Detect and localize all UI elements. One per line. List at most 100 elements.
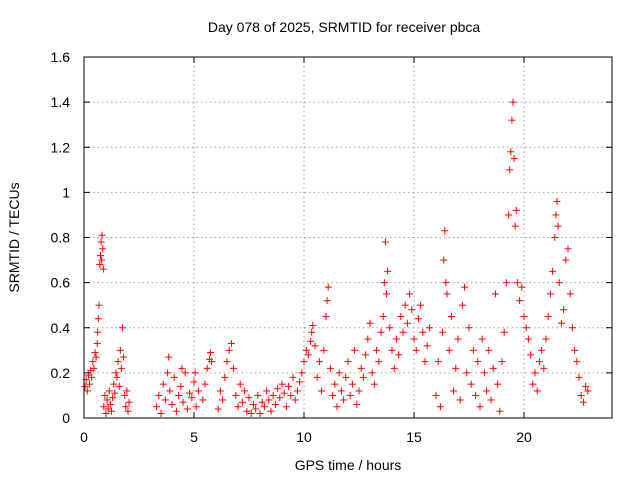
data-point bbox=[278, 380, 286, 388]
data-point bbox=[474, 358, 482, 366]
data-point bbox=[157, 409, 165, 417]
data-point bbox=[258, 398, 266, 406]
data-point bbox=[98, 231, 106, 239]
data-point bbox=[188, 394, 196, 402]
data-point bbox=[313, 373, 321, 381]
data-point bbox=[263, 387, 271, 395]
x-tick-label: 5 bbox=[190, 429, 198, 445]
data-point bbox=[243, 407, 251, 415]
data-point bbox=[260, 403, 268, 411]
data-point bbox=[518, 283, 526, 291]
data-point bbox=[513, 279, 521, 287]
data-point bbox=[469, 346, 477, 354]
data-point bbox=[179, 398, 187, 406]
data-point bbox=[101, 391, 109, 399]
data-point bbox=[509, 98, 517, 106]
data-point bbox=[476, 403, 484, 411]
data-point bbox=[335, 369, 343, 377]
data-point bbox=[322, 312, 330, 320]
data-point bbox=[340, 396, 348, 404]
data-point bbox=[172, 407, 180, 415]
data-point bbox=[214, 405, 222, 413]
data-point bbox=[247, 409, 255, 417]
data-point bbox=[94, 315, 102, 323]
data-point bbox=[573, 358, 581, 366]
data-point bbox=[232, 391, 240, 399]
data-point bbox=[89, 358, 97, 366]
data-point bbox=[465, 324, 473, 332]
data-point bbox=[553, 197, 561, 205]
data-point bbox=[417, 301, 425, 309]
data-point bbox=[498, 358, 506, 366]
data-point bbox=[395, 351, 403, 359]
axis-ticks bbox=[83, 56, 612, 419]
data-point bbox=[108, 407, 115, 415]
data-point bbox=[183, 405, 191, 413]
data-point bbox=[368, 369, 376, 377]
data-point bbox=[373, 346, 381, 354]
data-point bbox=[408, 306, 416, 314]
data-point bbox=[307, 337, 315, 345]
data-point bbox=[123, 387, 131, 395]
data-point bbox=[359, 373, 367, 381]
data-point bbox=[544, 312, 552, 320]
x-tick-label: 15 bbox=[406, 429, 422, 445]
y-tick-label: 1.4 bbox=[51, 94, 71, 110]
data-point bbox=[91, 349, 99, 357]
data-point bbox=[540, 364, 548, 372]
data-point bbox=[252, 405, 260, 413]
data-point bbox=[529, 380, 537, 388]
data-point bbox=[489, 364, 497, 372]
data-point bbox=[434, 358, 442, 366]
data-point bbox=[442, 279, 450, 287]
data-point bbox=[194, 387, 202, 395]
data-point bbox=[271, 400, 279, 408]
data-point bbox=[236, 380, 244, 388]
data-point bbox=[331, 380, 339, 388]
y-axis-label: SRMTID / TECUs bbox=[6, 182, 22, 292]
data-point bbox=[549, 267, 557, 275]
data-point bbox=[241, 387, 249, 395]
data-point bbox=[410, 335, 418, 343]
data-point bbox=[344, 358, 352, 366]
data-point bbox=[491, 290, 499, 298]
data-point bbox=[192, 403, 200, 411]
data-point bbox=[234, 403, 242, 411]
data-point bbox=[496, 407, 504, 415]
data-point bbox=[381, 238, 389, 246]
data-point bbox=[124, 407, 132, 415]
data-point bbox=[467, 380, 475, 388]
data-point bbox=[432, 391, 440, 399]
data-point bbox=[103, 396, 111, 404]
data-point bbox=[276, 394, 284, 402]
data-point bbox=[102, 409, 110, 417]
y-tick-label: 1 bbox=[62, 184, 70, 200]
data-point bbox=[88, 373, 96, 381]
data-point bbox=[113, 373, 121, 381]
data-point bbox=[99, 265, 107, 273]
data-point bbox=[155, 391, 163, 399]
data-point bbox=[571, 346, 579, 354]
data-point bbox=[502, 279, 510, 287]
data-point bbox=[249, 400, 257, 408]
data-point bbox=[181, 369, 189, 377]
data-point bbox=[112, 369, 120, 377]
data-point bbox=[177, 382, 185, 390]
data-point bbox=[505, 211, 513, 219]
data-point bbox=[93, 340, 101, 348]
data-point bbox=[531, 369, 539, 377]
data-point bbox=[535, 358, 543, 366]
data-point bbox=[447, 312, 455, 320]
data-point bbox=[274, 385, 282, 393]
data-point bbox=[512, 206, 520, 214]
data-point bbox=[161, 396, 169, 404]
data-point bbox=[375, 358, 383, 366]
data-point bbox=[364, 335, 372, 343]
data-point bbox=[554, 222, 562, 230]
data-point bbox=[511, 222, 519, 230]
data-point bbox=[524, 335, 532, 343]
data-point bbox=[99, 245, 107, 253]
data-point bbox=[90, 364, 98, 372]
data-point bbox=[178, 364, 186, 372]
